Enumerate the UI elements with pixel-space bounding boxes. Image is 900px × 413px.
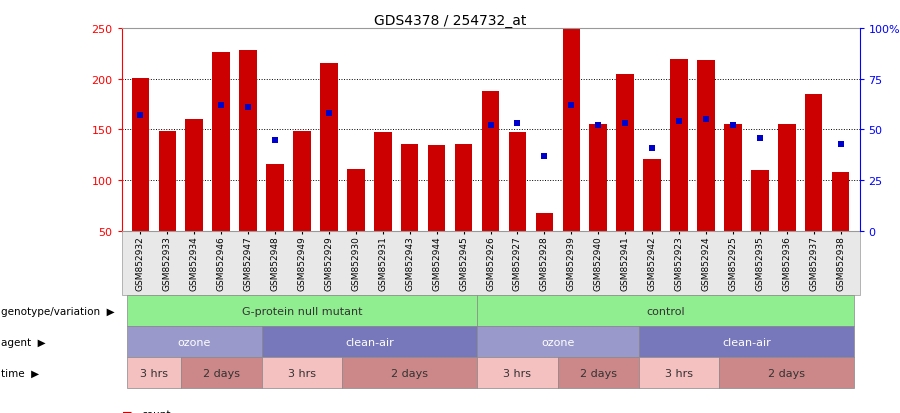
Text: control: control — [646, 306, 685, 316]
Bar — [212, 53, 230, 231]
Bar — [752, 171, 769, 231]
Text: 3 hrs: 3 hrs — [503, 368, 531, 378]
Bar — [347, 170, 365, 231]
Text: genotype/variation  ▶: genotype/variation ▶ — [1, 306, 114, 316]
Bar — [616, 74, 634, 231]
Text: 3 hrs: 3 hrs — [140, 368, 167, 378]
Bar — [131, 78, 149, 231]
Text: clean-air: clean-air — [345, 337, 393, 347]
Text: ozone: ozone — [541, 337, 574, 347]
Bar — [724, 125, 742, 231]
Text: clean-air: clean-air — [722, 337, 770, 347]
Bar — [482, 92, 500, 231]
Text: 2 days: 2 days — [202, 368, 239, 378]
Text: 2 days: 2 days — [392, 368, 428, 378]
Bar — [239, 51, 256, 231]
Bar — [562, 29, 580, 231]
Bar — [320, 64, 338, 231]
Bar — [266, 164, 284, 231]
Text: 2 days: 2 days — [580, 368, 616, 378]
Text: G-protein null mutant: G-protein null mutant — [242, 306, 362, 316]
Bar — [508, 133, 526, 231]
Bar — [454, 144, 472, 231]
Text: ozone: ozone — [177, 337, 211, 347]
Bar — [536, 213, 554, 231]
Bar — [400, 144, 418, 231]
Text: 3 hrs: 3 hrs — [665, 368, 693, 378]
Text: ■: ■ — [122, 409, 132, 413]
Bar — [590, 125, 607, 231]
Bar — [832, 173, 850, 231]
Bar — [778, 125, 796, 231]
Bar — [428, 145, 446, 231]
Text: 2 days: 2 days — [769, 368, 806, 378]
Bar — [158, 132, 176, 231]
Text: time  ▶: time ▶ — [1, 368, 39, 378]
Text: count: count — [141, 409, 171, 413]
Bar — [185, 120, 203, 231]
Bar — [805, 95, 823, 231]
Text: GDS4378 / 254732_at: GDS4378 / 254732_at — [374, 14, 526, 28]
Bar — [374, 133, 392, 231]
Text: agent  ▶: agent ▶ — [1, 337, 46, 347]
Bar — [670, 60, 688, 231]
Bar — [644, 159, 661, 231]
Bar — [698, 61, 715, 231]
Text: 3 hrs: 3 hrs — [288, 368, 316, 378]
Bar — [293, 132, 310, 231]
